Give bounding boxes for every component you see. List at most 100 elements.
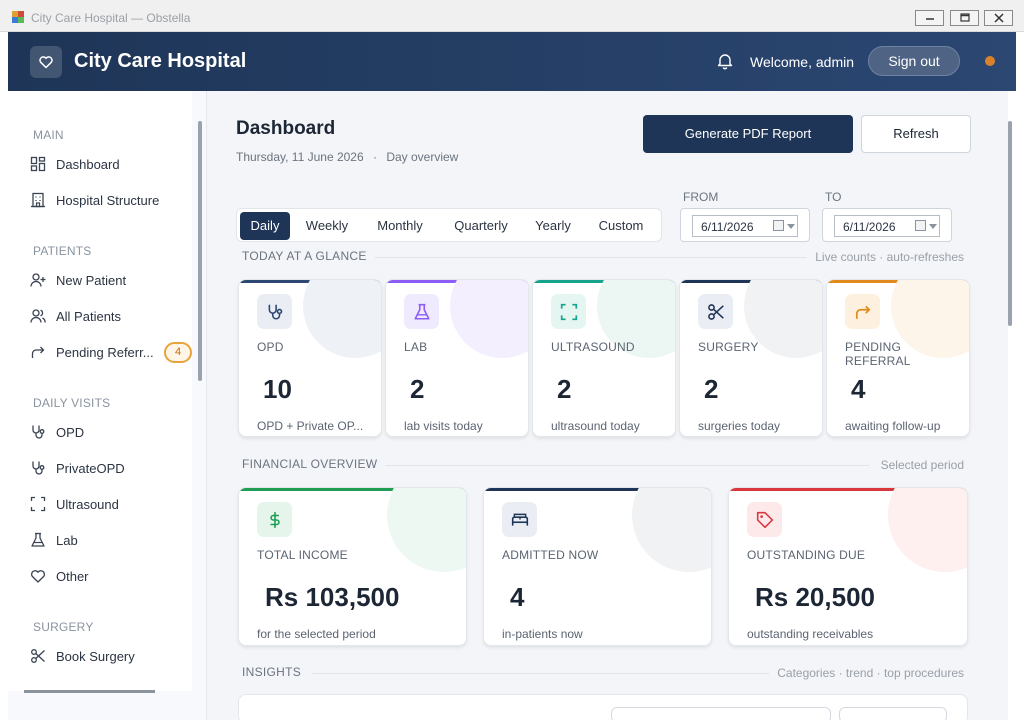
stethoscope-icon bbox=[32, 461, 45, 475]
scan-icon bbox=[30, 496, 46, 512]
sidebar-item-ultrasound[interactable]: Ultrasound bbox=[28, 493, 198, 517]
sidebar-scrollbar[interactable] bbox=[198, 121, 202, 381]
surgery-subtext: surgeries today bbox=[698, 419, 781, 433]
sidebar-item-book-surgery[interactable]: Book Surgery bbox=[28, 645, 198, 669]
welcome-text: Welcome, admin bbox=[750, 54, 855, 70]
tab-quarterly[interactable]: Quarterly bbox=[454, 218, 508, 233]
grid-icon bbox=[30, 156, 46, 172]
sidebar-item-pending-referral[interactable]: Pending Referr... 4 bbox=[28, 341, 198, 365]
window-titlebar: City Care Hospital — Obstella bbox=[0, 0, 1024, 32]
tab-custom[interactable]: Custom bbox=[598, 218, 644, 233]
heart-icon bbox=[31, 570, 45, 583]
from-date-picker[interactable]: 6/11/2026 bbox=[680, 208, 810, 242]
sidebar-item-new-patient[interactable]: New Patient bbox=[28, 269, 198, 293]
sidebar-item-other[interactable]: Other bbox=[28, 565, 198, 589]
sidebar-item-private-opd[interactable]: PrivateOPD bbox=[28, 457, 198, 481]
pending-referral-value: 4 bbox=[851, 374, 866, 404]
sidebar-item-opd[interactable]: OPD bbox=[28, 421, 198, 445]
lab-value: 2 bbox=[410, 374, 425, 404]
opd-subtext: OPD + Private OP... bbox=[257, 419, 364, 433]
maximize-button[interactable] bbox=[950, 10, 979, 26]
chevron-down-icon[interactable] bbox=[787, 224, 795, 229]
flask-icon bbox=[31, 532, 45, 547]
sidebar-item-hospital-structure[interactable]: Hospital Structure bbox=[28, 189, 198, 213]
pending-count-badge: 4 bbox=[164, 342, 192, 363]
ultrasound-subtext: ultrasound today bbox=[551, 419, 640, 433]
bell-icon[interactable] bbox=[716, 52, 734, 75]
scissors-icon bbox=[31, 649, 45, 663]
insights-note: Categories · trend · top procedures bbox=[769, 666, 964, 680]
to-date-picker[interactable]: 6/11/2026 bbox=[822, 208, 952, 242]
tag-icon bbox=[747, 502, 782, 537]
sidebar-item-label: Book Surgery bbox=[56, 649, 135, 664]
building-icon bbox=[31, 192, 45, 208]
admitted-now-subtext: in-patients now bbox=[502, 627, 583, 641]
sidebar-item-label: Hospital Structure bbox=[56, 193, 160, 208]
to-date-value: 6/11/2026 bbox=[843, 220, 896, 234]
bed-icon bbox=[502, 502, 537, 537]
tab-monthly[interactable]: Monthly bbox=[377, 218, 423, 233]
sidebar-item-lab[interactable]: Lab bbox=[28, 529, 198, 553]
close-button[interactable] bbox=[984, 10, 1013, 26]
glance-title: TODAY AT A GLANCE bbox=[242, 249, 375, 263]
admitted-now-card[interactable]: ADMITTED NOW 4 in-patients now bbox=[483, 487, 712, 646]
ultrasound-card[interactable]: ULTRASOUND 2 ultrasound today bbox=[532, 279, 676, 437]
insights-section-header: INSIGHTS Categories · trend · top proced… bbox=[242, 665, 964, 681]
sidebar-item-label: Lab bbox=[56, 533, 78, 548]
tab-yearly[interactable]: Yearly bbox=[535, 218, 571, 233]
calendar-icon[interactable] bbox=[773, 220, 784, 231]
generate-pdf-report-button[interactable]: Generate PDF Report bbox=[643, 115, 853, 153]
insights-title: INSIGHTS bbox=[242, 665, 310, 679]
window-title: City Care Hospital — Obstella bbox=[31, 11, 191, 25]
outstanding-due-subtext: outstanding receivables bbox=[747, 627, 874, 641]
refresh-button[interactable]: Refresh bbox=[861, 115, 971, 153]
sign-out-button[interactable]: Sign out bbox=[868, 46, 960, 76]
opd-label: OPD bbox=[257, 340, 284, 354]
lab-card[interactable]: LAB 2 lab visits today bbox=[385, 279, 529, 437]
outstanding-due-card[interactable]: OUTSTANDING DUE Rs 20,500 outstanding re… bbox=[728, 487, 968, 646]
insights-card bbox=[238, 694, 968, 720]
surgery-card[interactable]: SURGERY 2 surgeries today bbox=[679, 279, 823, 437]
from-label: FROM bbox=[683, 190, 719, 204]
financial-note: Selected period bbox=[872, 458, 964, 472]
glance-section-header: TODAY AT A GLANCE Live counts · auto-ref… bbox=[242, 249, 964, 265]
subtitle-separator: · bbox=[372, 150, 377, 164]
to-date-field[interactable]: 6/11/2026 bbox=[834, 215, 940, 237]
total-income-card[interactable]: TOTAL INCOME Rs 103,500 for the selected… bbox=[238, 487, 467, 646]
insights-range-field[interactable] bbox=[839, 707, 947, 720]
app-name: City Care Hospital bbox=[74, 50, 247, 72]
sidebar-item-label: Pending Referr... bbox=[56, 345, 154, 360]
current-date: Thursday, 11 June 2026 bbox=[236, 150, 364, 164]
admitted-now-value: 4 bbox=[510, 582, 525, 612]
surgery-label: SURGERY bbox=[698, 340, 759, 354]
chevron-down-icon[interactable] bbox=[929, 224, 937, 229]
share-arrow-icon bbox=[845, 294, 880, 329]
pending-referral-card[interactable]: PENDING REFERRAL 4 awaiting follow-up bbox=[826, 279, 970, 437]
sidebar-item-label: All Patients bbox=[56, 309, 122, 324]
view-mode: Day overview bbox=[386, 150, 459, 164]
sidebar-nav: MAIN Dashboard Hospital Structure PATIEN… bbox=[8, 91, 192, 691]
from-date-value: 6/11/2026 bbox=[701, 220, 754, 234]
pending-referral-subtext: awaiting follow-up bbox=[845, 419, 941, 433]
calendar-icon[interactable] bbox=[915, 220, 926, 231]
insights-filter-field[interactable] bbox=[611, 707, 831, 720]
financial-section-header: FINANCIAL OVERVIEW Selected period bbox=[242, 457, 964, 473]
sidebar-item-all-patients[interactable]: All Patients bbox=[28, 305, 198, 329]
pending-referral-label: PENDING REFERRAL bbox=[845, 340, 911, 368]
page-subtitle: Thursday, 11 June 2026 · Day overview bbox=[236, 150, 458, 164]
sidebar-item-label: Other bbox=[56, 569, 89, 584]
main-scrollbar[interactable] bbox=[1008, 91, 1016, 720]
lab-subtext: lab visits today bbox=[404, 419, 483, 433]
from-date-field[interactable]: 6/11/2026 bbox=[692, 215, 798, 237]
tab-daily[interactable]: Daily bbox=[240, 212, 290, 240]
opd-value: 10 bbox=[263, 374, 292, 404]
sidebar-item-dashboard[interactable]: Dashboard bbox=[28, 153, 198, 177]
opd-card[interactable]: OPD 10 OPD + Private OP... bbox=[238, 279, 382, 437]
tab-weekly[interactable]: Weekly bbox=[305, 218, 349, 233]
flask-icon bbox=[404, 294, 439, 329]
minimize-button[interactable] bbox=[915, 10, 944, 26]
outstanding-due-value: Rs 20,500 bbox=[755, 582, 875, 612]
sidebar-horizontal-scrollbar[interactable] bbox=[24, 690, 155, 693]
lab-label: LAB bbox=[404, 340, 428, 354]
user-plus-icon bbox=[30, 273, 46, 287]
